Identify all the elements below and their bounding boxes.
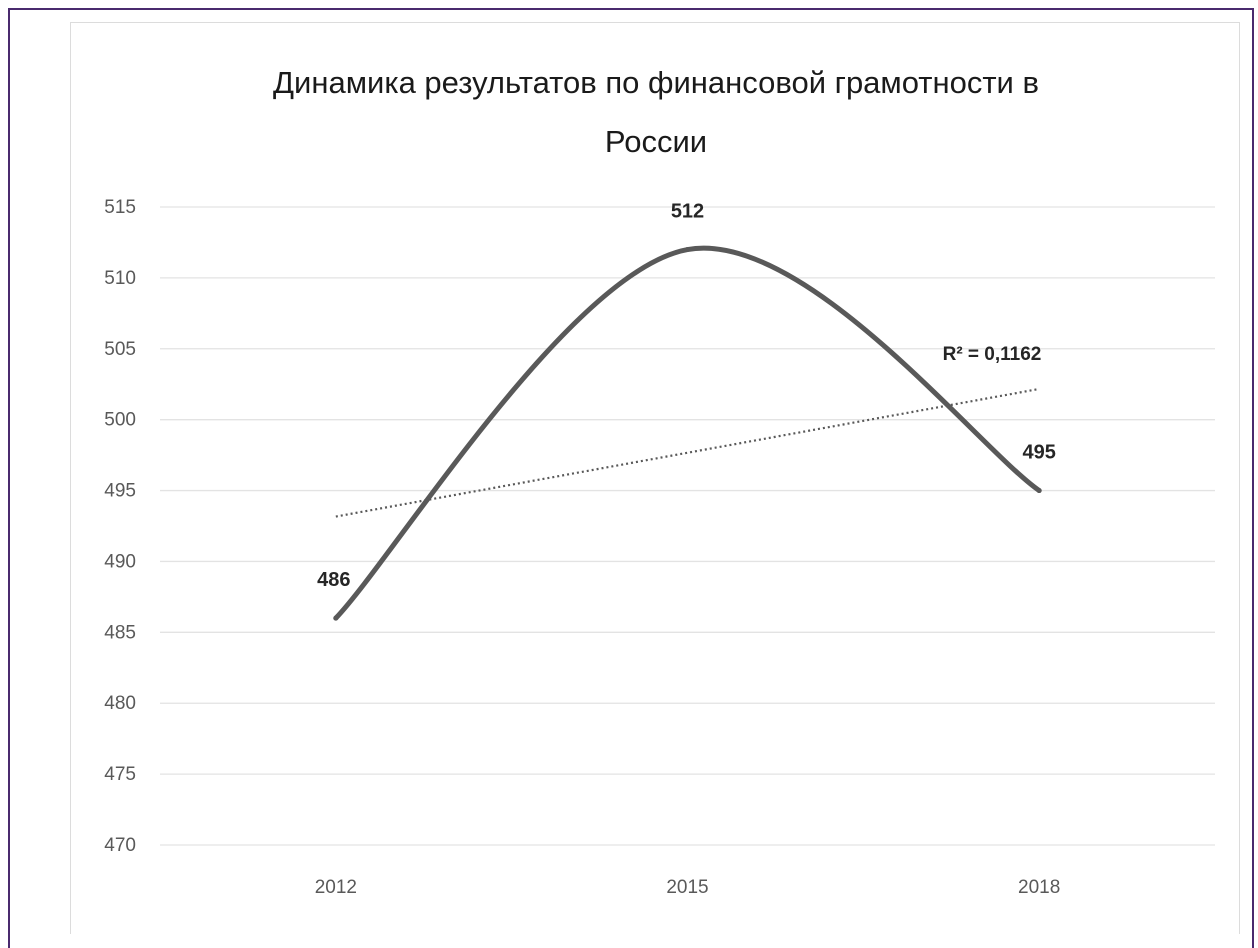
y-tick-label: 505 <box>104 339 136 360</box>
x-tick-label: 2018 <box>1018 877 1060 898</box>
slide-frame <box>8 8 1254 948</box>
x-tick-label: 2012 <box>315 877 357 898</box>
data-labels: 486 512 495 <box>317 201 1056 592</box>
data-point <box>685 247 690 253</box>
y-tick-label: 485 <box>104 622 136 643</box>
y-tick-label: 475 <box>104 764 136 785</box>
data-point <box>1036 488 1042 494</box>
data-label: 486 <box>317 569 350 591</box>
y-tick-label: 470 <box>104 835 136 856</box>
y-tick-label: 500 <box>104 410 136 431</box>
y-tick-label: 495 <box>104 481 136 502</box>
chart-panel <box>70 22 1240 934</box>
trendline <box>335 387 1040 518</box>
data-label: 512 <box>671 201 704 223</box>
chart-title-line1: Динамика результатов по финансовой грамо… <box>273 65 1039 100</box>
data-label: 495 <box>1022 442 1055 464</box>
x-axis-ticks: 2012 2015 2018 <box>315 877 1061 898</box>
y-tick-label: 515 <box>104 197 136 218</box>
y-tick-label: 490 <box>104 551 136 572</box>
series <box>333 245 1042 621</box>
chart-title-line2: России <box>605 124 707 159</box>
series-line <box>333 245 1042 621</box>
trendline-path <box>335 387 1040 518</box>
y-tick-label: 510 <box>104 268 136 289</box>
y-tick-label: 480 <box>104 693 136 714</box>
r-squared-label: R² = 0,1162 <box>943 344 1042 365</box>
x-tick-label: 2015 <box>666 877 708 898</box>
data-point <box>333 615 339 621</box>
gridlines <box>160 206 1215 846</box>
y-axis-ticks: 515 510 505 500 495 490 485 480 475 470 <box>104 197 136 856</box>
